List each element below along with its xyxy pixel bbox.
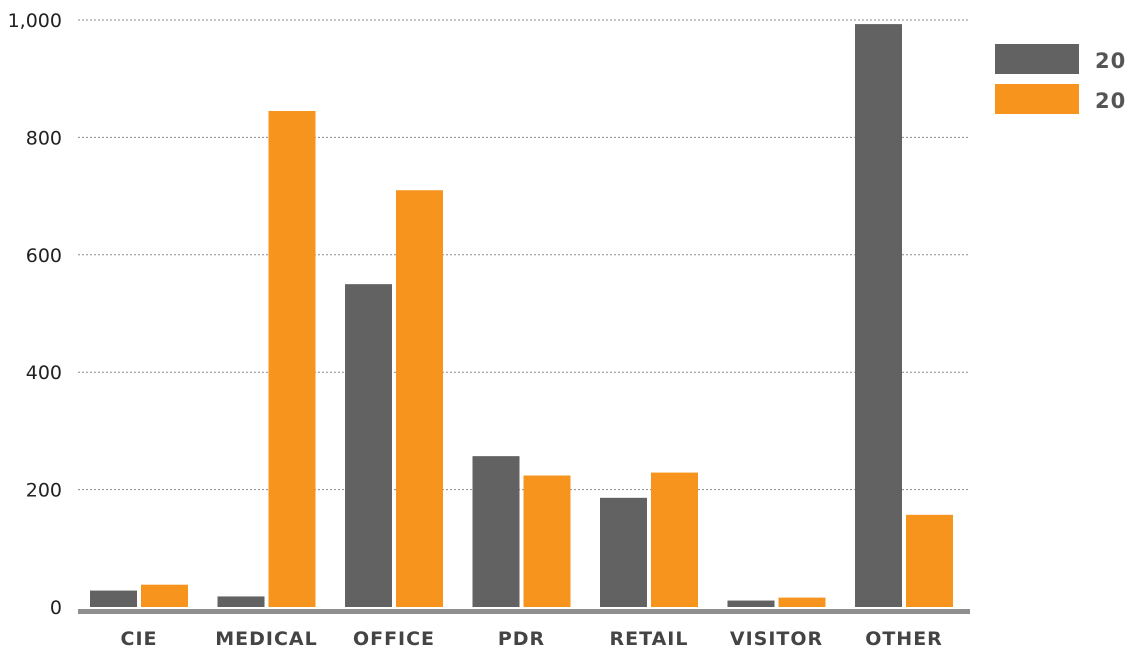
x-category-label: OFFICE [353,628,435,650]
bar-2010-office [345,284,392,607]
legend-swatch-2015 [995,84,1079,114]
x-category-label: OTHER [865,628,943,650]
x-category-label: CIE [121,628,158,650]
legend-swatch-2010 [995,44,1079,74]
bar-2010-other [855,24,902,607]
legend-label: 2010 [1095,49,1128,73]
legend: 2010 2015 [995,44,1128,114]
gridlines [78,19,970,491]
x-category-label: PDR [498,628,545,650]
y-tick-label: 800 [26,127,62,149]
bar-2010-pdr [472,456,520,607]
y-tick-label: 400 [26,362,62,384]
bar-2010-visitor [727,600,775,607]
bar-2015-office [396,190,443,608]
x-axis-baseline [78,609,970,614]
bar-2010-retail [600,497,647,607]
y-axis-tick-labels: 0 200 400 600 800 1,000 [8,10,62,619]
legend-label: 2015 [1095,89,1128,113]
bar-2015-cie [141,584,188,607]
bar-2015-visitor [778,597,826,607]
y-tick-label: 600 [26,245,62,267]
x-category-label: VISITOR [730,628,823,650]
y-tick-label: 1,000 [8,10,62,32]
bar-2010-medical [217,596,265,607]
bar-2015-other [906,514,953,607]
x-axis-category-labels: CIE MEDICAL OFFICE PDR RETAIL VISITOR OTHER [121,628,943,650]
x-axis-line [78,609,970,614]
bar-2015-retail [651,472,698,607]
bar-2010-cie [90,590,137,607]
x-category-label: RETAIL [610,628,689,650]
x-category-label: MEDICAL [215,628,317,650]
bars [90,24,953,608]
bar-2015-pdr [523,475,571,607]
y-tick-label: 0 [50,597,62,619]
bar-2015-medical [268,110,316,608]
y-tick-label: 200 [26,480,62,502]
